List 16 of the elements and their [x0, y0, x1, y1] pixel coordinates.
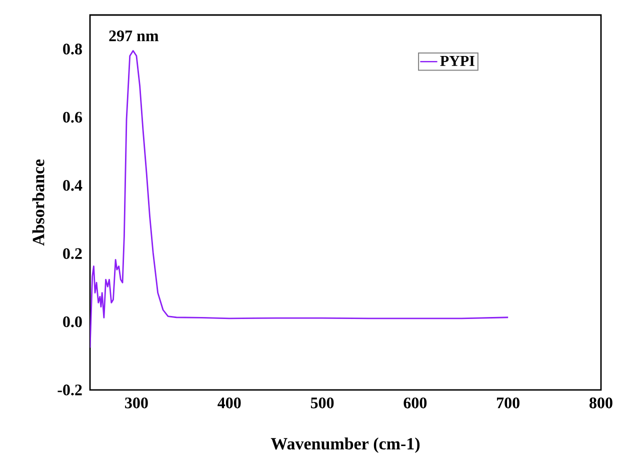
y-tick-label: 0.4 — [63, 180, 82, 191]
x-axis-title: Wavenumber (cm-1) — [270, 438, 420, 453]
y-tick-label: 0.0 — [63, 316, 82, 328]
x-tick-label: 700 — [496, 398, 520, 408]
y-tick-label: 0.2 — [63, 248, 82, 260]
y-tick-label: 0.6 — [63, 112, 82, 123]
x-tick-label: 600 — [404, 398, 427, 408]
annotation: 297 nm — [109, 30, 158, 42]
x-tick-label: 300 — [125, 398, 148, 408]
x-tick-label: 500 — [310, 398, 334, 408]
legend-label: PYPI — [440, 56, 474, 66]
x-tick-label: 400 — [218, 398, 241, 408]
y-axis-title: Absorbance — [32, 159, 44, 246]
y-tick-label: 0.8 — [63, 44, 82, 55]
x-tick-label: 800 — [590, 398, 612, 408]
y-tick-label: -0.2 — [58, 384, 82, 396]
